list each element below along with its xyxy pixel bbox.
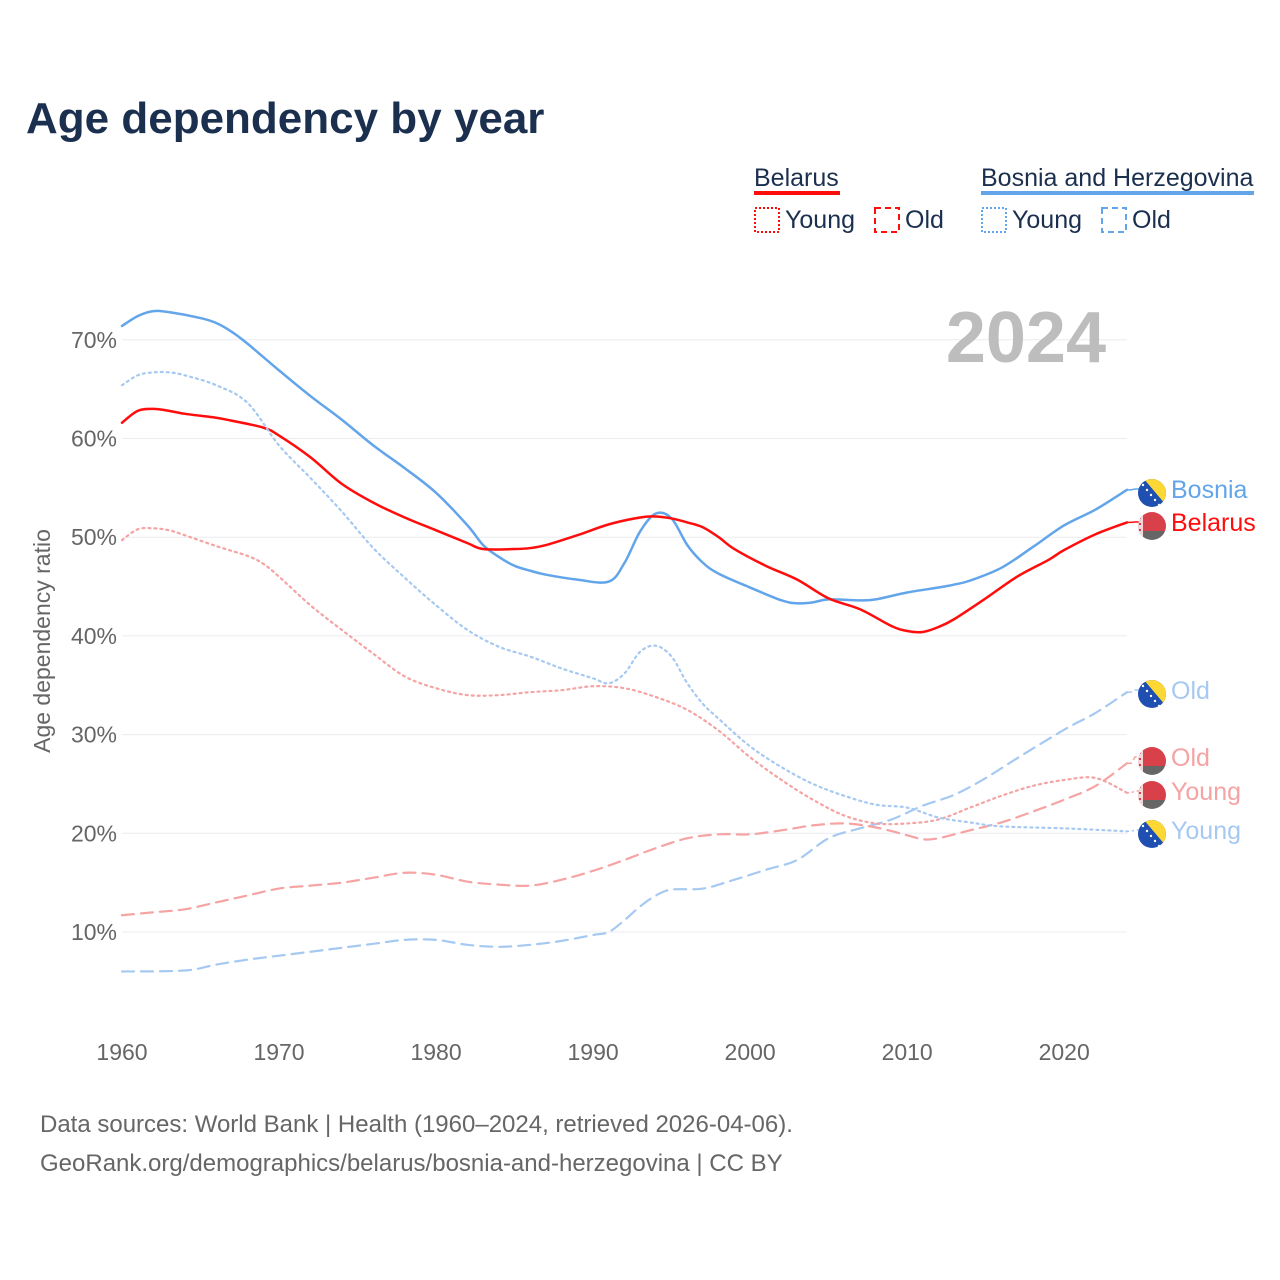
legend-belarus-young-swatch xyxy=(754,207,780,233)
end-label: Young xyxy=(1171,817,1241,845)
series-line-bosnia-old xyxy=(120,691,1129,973)
belarus-flag-icon xyxy=(1138,747,1166,775)
legend-belarus-young-label: Young xyxy=(785,206,855,234)
year-badge: 2024 xyxy=(946,298,1106,378)
y-tick-label: 60% xyxy=(71,426,117,452)
belarus-flag-icon xyxy=(1138,512,1166,540)
series-line-belarus-young xyxy=(120,526,1129,826)
end-label-connector xyxy=(1127,689,1140,693)
y-tick-label: 30% xyxy=(71,722,117,748)
y-axis-ticks: 10% 20% 30% 40% 50% 60% 70% xyxy=(71,327,117,945)
end-label-connector xyxy=(1127,756,1140,764)
x-tick-label: 1990 xyxy=(568,1039,619,1065)
x-tick-label: 1980 xyxy=(410,1039,461,1065)
legend-bosnia-old-label: Old xyxy=(1132,206,1171,234)
series-line-belarus xyxy=(120,407,1129,634)
legend-bosnia-old-swatch xyxy=(1101,207,1127,233)
series-lines xyxy=(120,309,1129,973)
belarus-flag-icon xyxy=(1138,781,1166,809)
footer-link[interactable]: GeoRank.org/demographics/belarus/bosnia-… xyxy=(40,1150,783,1177)
legend-belarus-label: Belarus xyxy=(754,164,839,192)
series-line-belarus-old xyxy=(120,762,1129,917)
x-tick-label: 1960 xyxy=(96,1039,147,1065)
end-label-connector xyxy=(1127,488,1140,491)
legend-belarus-old-label: Old xyxy=(905,206,944,234)
x-tick-label: 2020 xyxy=(1039,1039,1090,1065)
x-tick-label: 1970 xyxy=(253,1039,304,1065)
legend-belarus-swatch xyxy=(754,191,840,195)
y-tick-label: 70% xyxy=(71,327,117,353)
y-tick-label: 10% xyxy=(71,919,117,945)
legend-group-belarus[interactable]: Belarus Young Old xyxy=(754,164,944,234)
x-tick-label: 2000 xyxy=(725,1039,776,1065)
bosnia-flag-icon xyxy=(1138,479,1166,507)
legend-group-bosnia[interactable]: Bosnia and Herzegovina Young Old xyxy=(981,164,1254,234)
legend-bosnia-young-swatch xyxy=(981,207,1007,233)
x-axis-ticks: 1960 1970 1980 1990 2000 2010 2020 xyxy=(96,1039,1089,1065)
y-tick-label: 50% xyxy=(71,524,117,550)
series-line-bosnia xyxy=(120,309,1129,605)
end-label-connector xyxy=(1127,829,1140,833)
bosnia-flag-icon xyxy=(1138,820,1166,848)
y-axis-label: Age dependency ratio xyxy=(29,529,55,753)
bosnia-flag-icon xyxy=(1138,680,1166,708)
y-tick-label: 20% xyxy=(71,820,117,846)
end-label: Belarus xyxy=(1171,509,1256,537)
end-label: Old xyxy=(1171,677,1210,705)
gridlines xyxy=(122,339,1127,933)
x-tick-label: 2010 xyxy=(882,1039,933,1065)
chart-title: Age dependency by year xyxy=(26,94,544,143)
legend: Belarus Young Old Bosnia and Herzegovina… xyxy=(754,164,1254,234)
legend-bosnia-swatch xyxy=(981,191,1254,195)
legend-belarus-old-swatch xyxy=(874,207,900,233)
end-label: Bosnia xyxy=(1171,476,1248,504)
legend-bosnia-young-label: Young xyxy=(1012,206,1082,234)
end-label: Young xyxy=(1171,778,1241,806)
end-labels: Bosnia Belarus Old Old Young Young xyxy=(1127,476,1256,848)
end-label-connector xyxy=(1127,790,1140,794)
end-label: Old xyxy=(1171,744,1210,772)
series-line-bosnia-young xyxy=(120,370,1129,833)
legend-bosnia-label: Bosnia and Herzegovina xyxy=(981,164,1253,192)
y-tick-label: 40% xyxy=(71,623,117,649)
footer-sources: Data sources: World Bank | Health (1960–… xyxy=(40,1111,793,1138)
